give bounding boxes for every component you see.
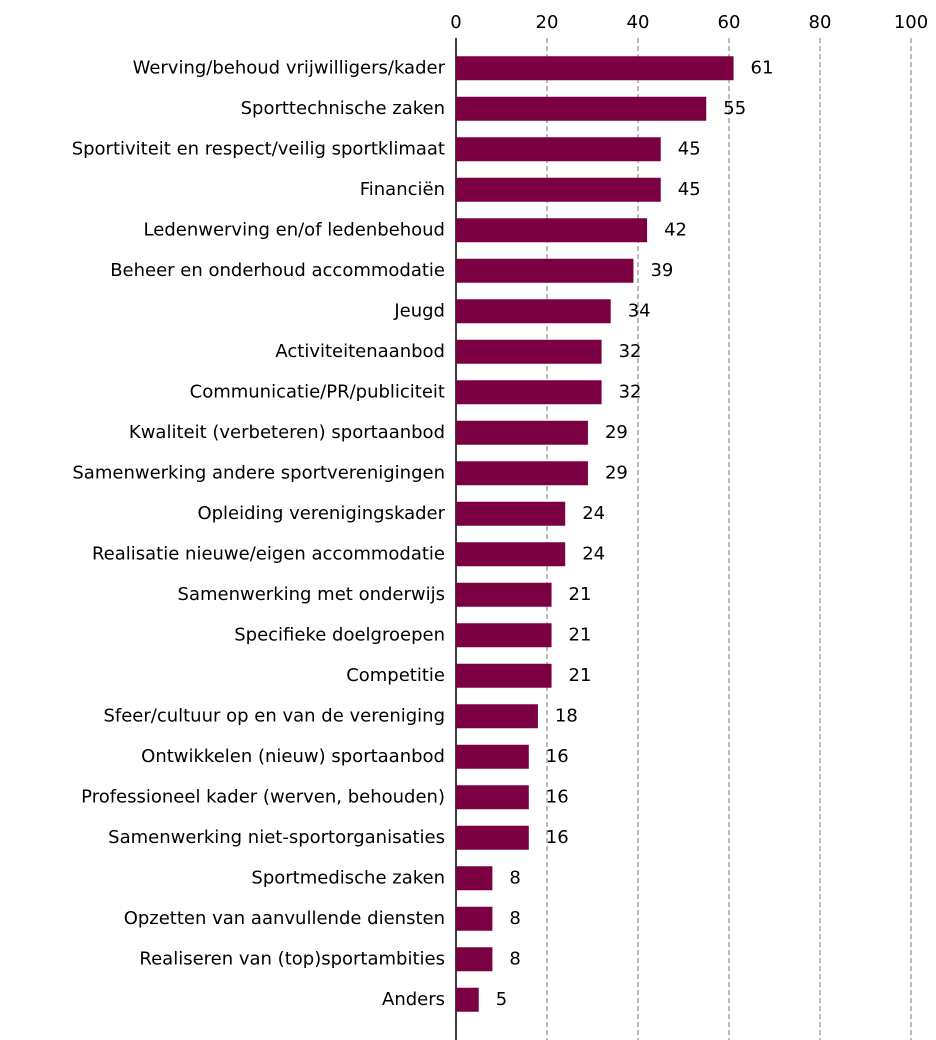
- bar: [456, 582, 552, 607]
- bar: [456, 785, 529, 810]
- bar: [456, 218, 648, 243]
- bar: [456, 299, 611, 324]
- bar: [456, 380, 602, 405]
- value-label: 39: [650, 260, 673, 281]
- bar: [456, 56, 734, 81]
- x-tick-label: 0: [450, 12, 461, 33]
- y-tick-label: Realisatie nieuwe/eigen accommodatie: [92, 543, 445, 564]
- bar: [456, 420, 588, 445]
- value-label: 8: [509, 867, 520, 888]
- y-tick-label: Jeugd: [393, 300, 445, 321]
- value-label: 29: [605, 462, 628, 483]
- y-tick-label: Competitie: [346, 665, 445, 686]
- value-label: 21: [569, 665, 592, 686]
- bar: [456, 744, 529, 769]
- value-label: 16: [546, 827, 569, 848]
- bar: [456, 177, 661, 202]
- value-label: 55: [723, 98, 746, 119]
- bar: [456, 96, 707, 121]
- bar: [456, 987, 479, 1012]
- value-label: 21: [569, 584, 592, 605]
- value-label: 24: [582, 503, 605, 524]
- y-tick-label: Professioneel kader (werven, behouden): [81, 786, 445, 807]
- bar: [456, 339, 602, 364]
- value-label: 32: [619, 341, 642, 362]
- value-label: 8: [509, 908, 520, 929]
- y-tick-label: Samenwerking niet-sportorganisaties: [108, 827, 445, 848]
- value-label: 24: [582, 543, 605, 564]
- bar: [456, 623, 552, 648]
- bar: [456, 542, 566, 567]
- bar: [456, 258, 634, 283]
- y-tick-label: Kwaliteit (verbeteren) sportaanbod: [129, 422, 445, 443]
- bar: [456, 461, 588, 486]
- x-tick-label: 60: [718, 12, 741, 33]
- x-tick-label: 100: [894, 12, 928, 33]
- y-tick-label: Opzetten van aanvullende diensten: [124, 908, 445, 929]
- bar: [456, 663, 552, 688]
- y-tick-label: Beheer en onderhoud accommodatie: [110, 260, 445, 281]
- y-tick-label: Opleiding verenigingskader: [197, 503, 445, 524]
- value-label: 5: [496, 989, 507, 1010]
- y-tick-label: Werving/behoud vrijwilligers/kader: [133, 57, 446, 78]
- value-label: 32: [619, 381, 642, 402]
- y-tick-label: Anders: [382, 989, 445, 1010]
- value-label: 45: [678, 138, 701, 159]
- y-tick-label: Ledenwerving en/of ledenbehoud: [144, 219, 445, 240]
- y-tick-label: Sporttechnische zaken: [241, 98, 445, 119]
- x-tick-label: 20: [536, 12, 559, 33]
- x-tick-label: 40: [627, 12, 650, 33]
- y-tick-label: Communicatie/PR/publiciteit: [190, 381, 445, 402]
- y-tick-label: Activiteitenaanbod: [275, 341, 445, 362]
- value-label: 42: [664, 219, 687, 240]
- y-tick-label: Ontwikkelen (nieuw) sportaanbod: [141, 746, 445, 767]
- value-label: 61: [751, 57, 774, 78]
- value-label: 8: [509, 948, 520, 969]
- y-tick-label: Sportmedische zaken: [251, 867, 445, 888]
- bar: [456, 866, 493, 891]
- y-tick-label: Samenwerking andere sportverenigingen: [72, 462, 445, 483]
- value-label: 18: [555, 705, 578, 726]
- bar: [456, 825, 529, 850]
- x-tick-label: 80: [809, 12, 832, 33]
- bar: [456, 501, 566, 526]
- value-label: 21: [569, 624, 592, 645]
- bar: [456, 906, 493, 931]
- value-label: 45: [678, 179, 701, 200]
- y-tick-label: Specifieke doelgroepen: [234, 624, 445, 645]
- value-label: 16: [546, 746, 569, 767]
- value-label: 29: [605, 422, 628, 443]
- bar: [456, 704, 538, 729]
- y-tick-label: Realiseren van (top)sportambities: [139, 948, 445, 969]
- y-tick-label: Financiën: [360, 179, 445, 200]
- y-tick-label: Sfeer/cultuur op en van de vereniging: [103, 705, 445, 726]
- bar: [456, 947, 493, 972]
- value-label: 16: [546, 786, 569, 807]
- value-label: 34: [628, 300, 651, 321]
- bar: [456, 137, 661, 162]
- y-tick-label: Sportiviteit en respect/veilig sportklim…: [72, 138, 445, 159]
- y-tick-label: Samenwerking met onderwijs: [178, 584, 445, 605]
